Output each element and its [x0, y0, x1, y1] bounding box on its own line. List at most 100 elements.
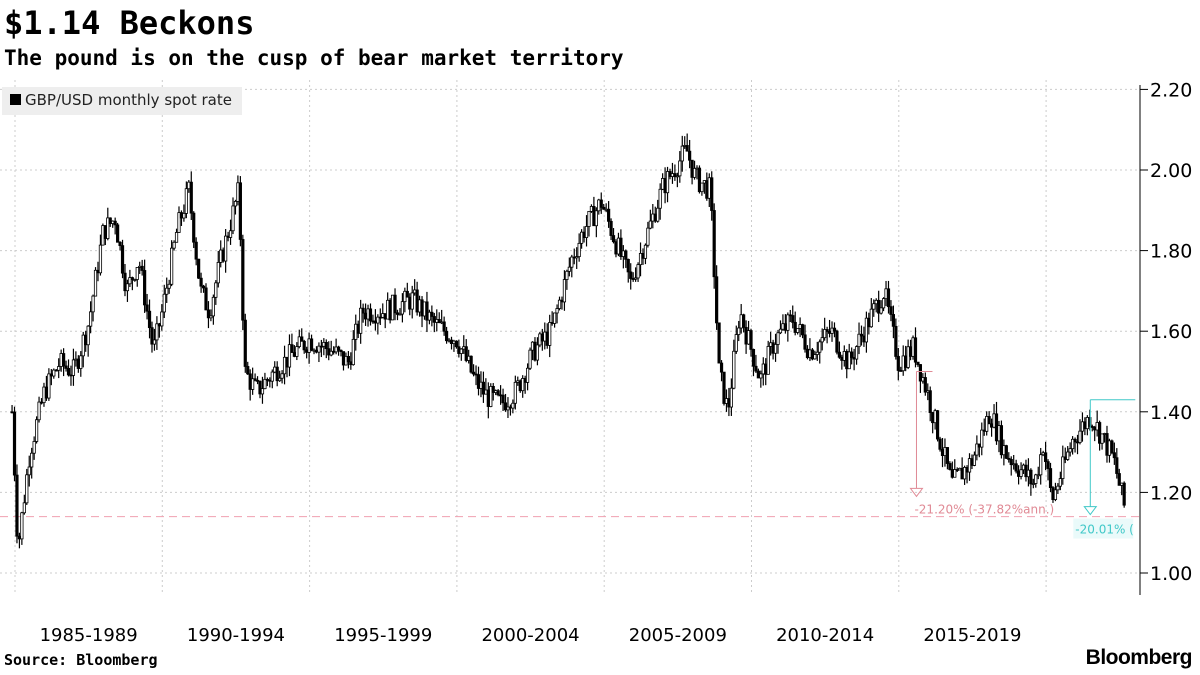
price-body: [103, 225, 107, 239]
price-body: [904, 355, 908, 368]
price-body: [661, 178, 665, 190]
y-tick-label: 2.00: [1150, 160, 1192, 182]
price-body: [562, 279, 567, 303]
price-body: [692, 167, 697, 178]
price-body: [405, 290, 409, 298]
price-body: [614, 241, 618, 255]
price-body: [157, 323, 161, 327]
price-body: [491, 386, 495, 393]
price-body: [71, 359, 76, 376]
price-body: [832, 327, 837, 332]
price-body: [823, 329, 827, 339]
price-body: [1058, 478, 1062, 487]
price-body: [398, 313, 402, 316]
price-body: [324, 342, 328, 350]
legend: GBP/USD monthly spot rate: [2, 87, 242, 115]
price-body: [1100, 433, 1104, 444]
price-body: [850, 351, 854, 358]
price-body: [953, 469, 957, 478]
price-body: [206, 309, 211, 319]
annotation-arrowhead: [1083, 506, 1098, 516]
price-body: [361, 307, 365, 314]
price-body: [312, 349, 316, 352]
price-body: [1044, 452, 1048, 463]
price-body: [101, 225, 105, 246]
price-body: [12, 411, 17, 476]
price-body: [184, 188, 188, 214]
price-body: [879, 307, 883, 314]
price-body: [329, 350, 333, 356]
price-body: [462, 346, 466, 350]
price-body: [911, 337, 915, 357]
price-body: [15, 474, 19, 537]
price-body: [884, 288, 888, 300]
price-body: [1024, 464, 1028, 478]
price-body: [933, 410, 937, 424]
price-body: [928, 390, 932, 413]
price-body: [160, 311, 164, 327]
price-body: [302, 340, 306, 351]
price-body: [417, 299, 422, 313]
price-body: [317, 345, 321, 353]
price-body: [290, 344, 294, 353]
price-body: [172, 241, 176, 249]
price-body: [1071, 438, 1075, 450]
price-body: [17, 535, 22, 540]
price-body: [604, 208, 608, 211]
price-body: [86, 325, 90, 346]
price-body: [341, 351, 346, 366]
price-body: [737, 327, 741, 335]
price-body: [906, 346, 910, 368]
price-body: [663, 178, 667, 194]
price-body: [35, 419, 39, 442]
price-body: [958, 467, 962, 471]
price-body: [224, 235, 228, 262]
price-body: [246, 366, 250, 375]
price-body: [32, 441, 36, 454]
price-body: [847, 351, 851, 370]
price-body: [746, 330, 751, 345]
price-body: [533, 341, 537, 361]
price-body: [363, 312, 368, 320]
price-body: [152, 339, 157, 345]
price-body: [756, 370, 760, 379]
price-body: [1007, 457, 1011, 460]
price-body: [754, 365, 758, 372]
price-body: [381, 313, 385, 318]
price-body: [1122, 482, 1126, 506]
price-body: [1098, 422, 1102, 444]
price-body: [165, 287, 169, 295]
price-body: [147, 310, 152, 329]
price-body: [1085, 417, 1089, 430]
price-body: [592, 206, 596, 227]
price-body: [511, 402, 515, 409]
price-body: [540, 333, 544, 342]
price-body: [76, 358, 80, 369]
price-body: [778, 328, 783, 334]
price-body: [715, 276, 719, 324]
price-body: [987, 416, 991, 425]
price-body: [526, 367, 530, 383]
price-body: [155, 323, 159, 341]
price-body: [1063, 456, 1067, 460]
price-body: [513, 381, 517, 404]
price-body: [771, 342, 775, 354]
price-body: [584, 226, 589, 238]
price-body: [685, 145, 689, 152]
price-body: [781, 323, 785, 330]
price-body: [444, 330, 449, 342]
price-body: [216, 262, 220, 284]
price-body: [955, 469, 959, 471]
price-body: [47, 373, 51, 399]
price-body: [805, 348, 810, 358]
price-body: [282, 356, 287, 375]
price-body: [962, 467, 967, 480]
price-body: [1034, 474, 1038, 484]
price-body: [413, 289, 417, 294]
x-tick-label: 2015-2019: [923, 625, 1021, 646]
price-body: [570, 256, 574, 268]
price-body: [309, 338, 314, 351]
price-body: [967, 458, 972, 473]
price-body: [712, 210, 716, 278]
price-body: [744, 326, 748, 345]
